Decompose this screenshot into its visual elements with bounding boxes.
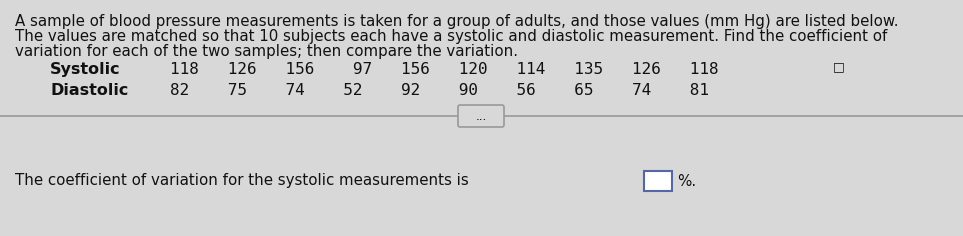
Text: variation for each of the two samples; then compare the variation.: variation for each of the two samples; t… — [15, 44, 518, 59]
Text: The coefficient of variation for the systolic measurements is: The coefficient of variation for the sys… — [15, 173, 469, 189]
FancyBboxPatch shape — [644, 171, 672, 191]
FancyBboxPatch shape — [458, 105, 504, 127]
Text: Diastolic: Diastolic — [50, 83, 128, 98]
Text: Systolic: Systolic — [50, 62, 120, 77]
Text: 82    75    74    52    92    90    56    65    74    81: 82 75 74 52 92 90 56 65 74 81 — [170, 83, 709, 98]
Text: The values are matched so that 10 subjects each have a systolic and diastolic me: The values are matched so that 10 subjec… — [15, 29, 887, 44]
Text: %.: %. — [677, 173, 696, 189]
Text: ...: ... — [476, 110, 486, 122]
Text: □: □ — [833, 60, 845, 73]
Text: 118   126   156    97   156   120   114   135   126   118: 118 126 156 97 156 120 114 135 126 118 — [170, 62, 718, 77]
Text: A sample of blood pressure measurements is taken for a group of adults, and thos: A sample of blood pressure measurements … — [15, 14, 898, 29]
